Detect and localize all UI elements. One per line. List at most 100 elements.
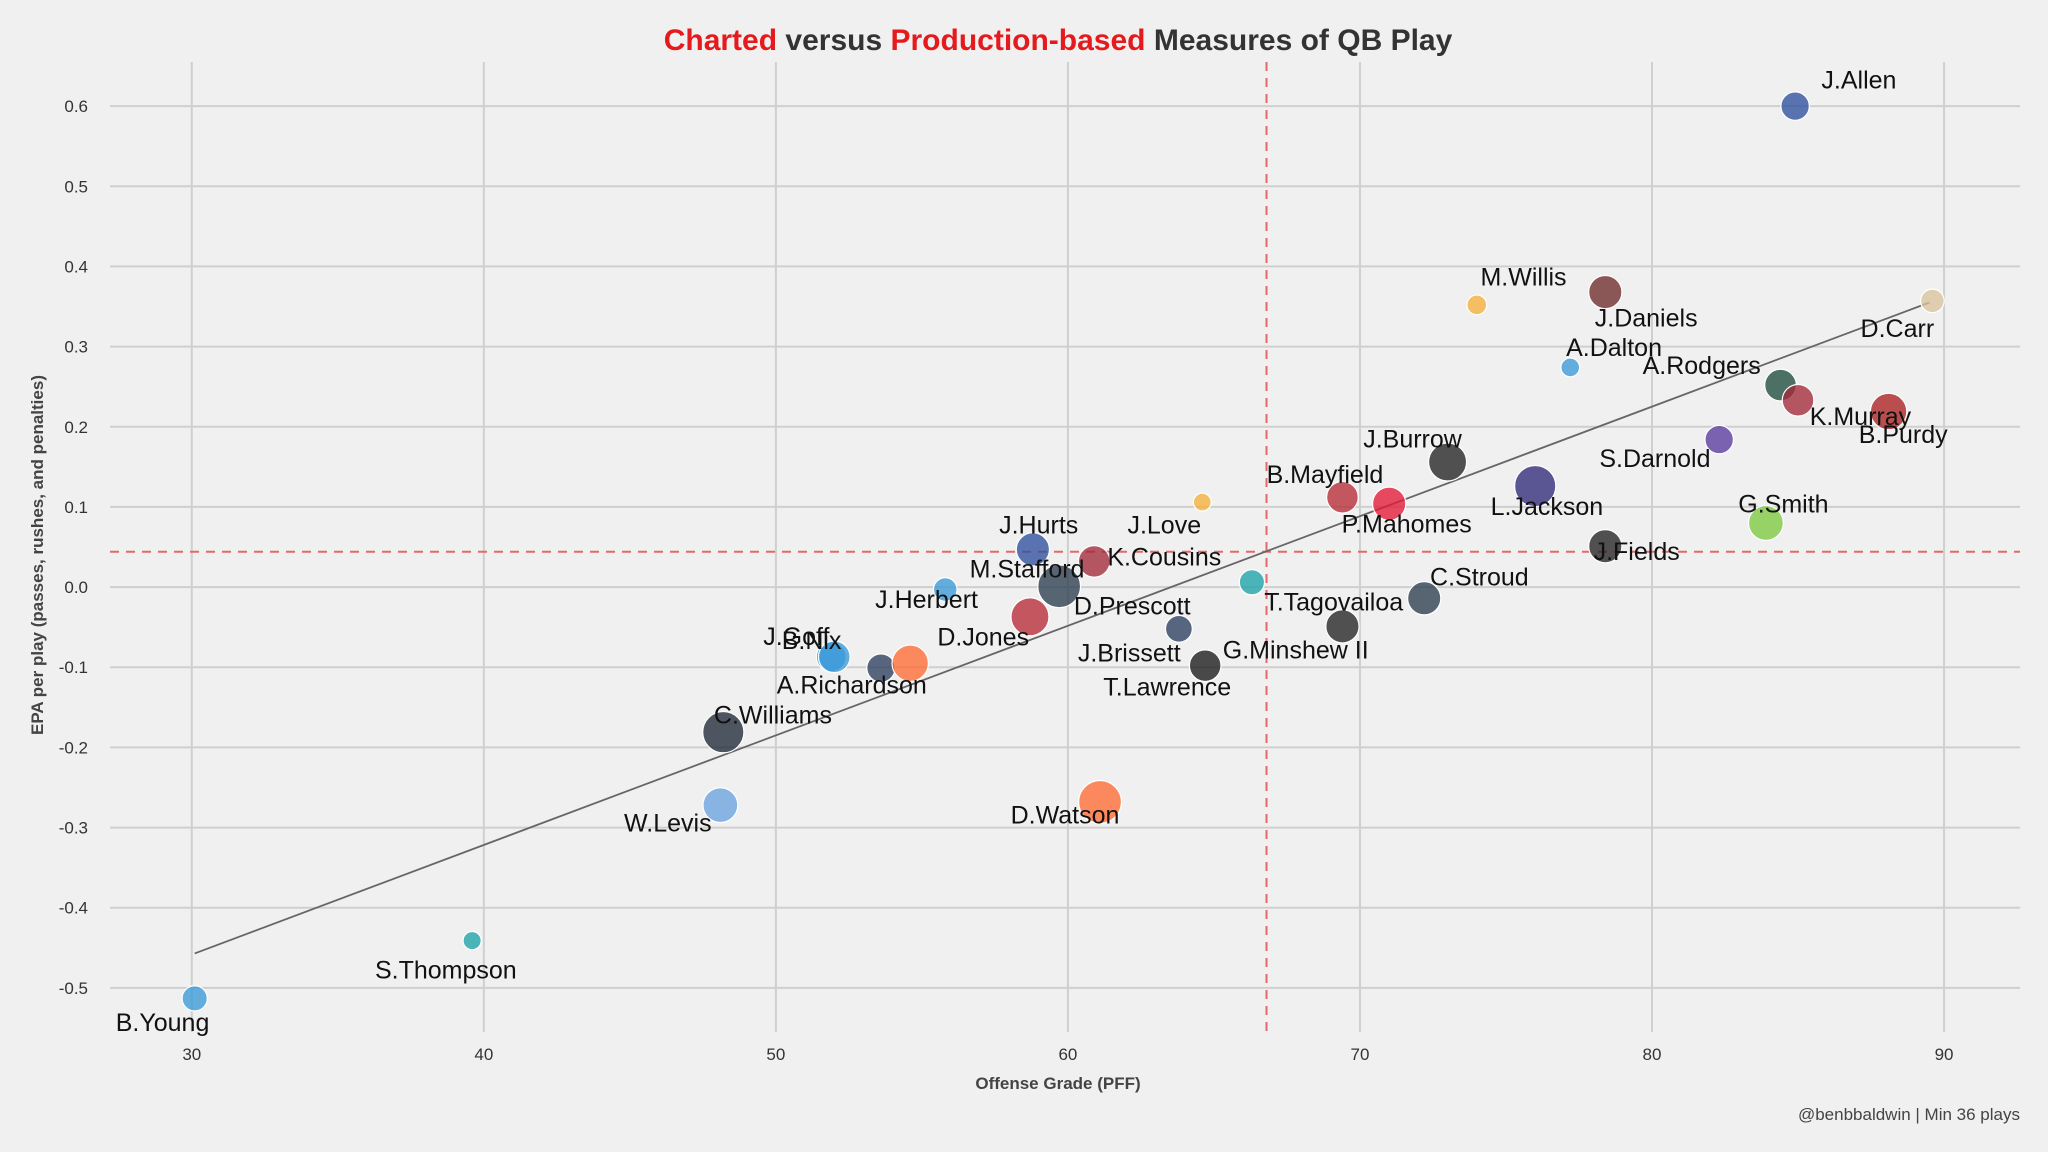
point-t-tagovailoa <box>1238 569 1266 596</box>
label-s-thompson: S.Thompson <box>375 956 517 984</box>
point-k-cousins <box>1077 545 1111 578</box>
point-m-willis <box>1466 294 1488 316</box>
label-l-jackson: L.Jackson <box>1491 493 1604 521</box>
x-tick-label: 70 <box>1351 1045 1370 1064</box>
y-tick-labels: -0.5 -0.4 -0.3 -0.2 -0.1 0.0 0.1 0.2 0.3 0.4 0.5 0.… <box>59 97 88 998</box>
x-axis-label: Offense Grade (PFF) <box>975 1074 1140 1093</box>
x-tick-labels: 30 40 50 60 70 80 90 <box>182 1045 1953 1064</box>
x-tick-label: 50 <box>766 1045 785 1064</box>
label-k-cousins: K.Cousins <box>1107 543 1221 571</box>
point-b-mayfield <box>1326 480 1359 514</box>
point-w-levis <box>702 787 739 824</box>
y-tick-label: 0.5 <box>64 177 88 196</box>
label-b-young: B.Young <box>116 1009 210 1037</box>
x-tick-label: 60 <box>1058 1045 1077 1064</box>
label-j-allen: J.Allen <box>1821 66 1896 94</box>
reference-lines <box>110 62 2020 1032</box>
label-m-stafford: M.Stafford <box>970 555 1085 583</box>
label-c-stroud: C.Stroud <box>1430 563 1529 591</box>
point-d-jones <box>1010 597 1050 637</box>
x-tick-label: 90 <box>1935 1045 1954 1064</box>
label-d-jones: D.Jones <box>937 624 1029 652</box>
point-j-goff <box>817 640 851 674</box>
data-points <box>181 91 1945 1012</box>
label-j-love: J.Love <box>1127 511 1201 539</box>
point-s-darnold <box>1704 424 1734 455</box>
label-d-carr: D.Carr <box>1861 315 1935 343</box>
label-p-mahomes: P.Mahomes <box>1342 511 1472 539</box>
label-d-prescott: D.Prescott <box>1074 592 1191 620</box>
y-tick-label: -0.5 <box>59 979 88 998</box>
trend-line <box>194 301 1930 955</box>
label-a-richardson: A.Richardson <box>777 672 927 700</box>
y-tick-label: 0.4 <box>64 257 88 276</box>
x-tick-label: 30 <box>182 1045 201 1064</box>
point-j-fields <box>1588 528 1623 564</box>
point-c-williams <box>702 710 745 754</box>
label-j-hurts: J.Hurts <box>999 511 1078 539</box>
title-part-3: Production-based <box>890 24 1145 57</box>
label-j-daniels: J.Daniels <box>1595 305 1698 333</box>
label-j-burrow: J.Burrow <box>1363 426 1463 454</box>
point-g-minshew-ii <box>1325 609 1360 644</box>
label-w-levis: W.Levis <box>624 810 712 838</box>
label-j-fields: J.Fields <box>1594 538 1680 566</box>
label-t-tagovailoa: T.Tagovailoa <box>1264 588 1403 616</box>
y-tick-label: 0.3 <box>64 338 88 357</box>
label-c-williams: C.Williams <box>714 701 832 729</box>
point-d-watson <box>1078 779 1123 824</box>
point-p-mahomes <box>1371 486 1407 521</box>
label-g-smith: G.Smith <box>1738 491 1828 519</box>
point-k-murray <box>1781 383 1815 417</box>
point-b-purdy <box>1869 392 1908 431</box>
label-b-mayfield: B.Mayfield <box>1267 461 1384 489</box>
point-j-love <box>1192 492 1212 512</box>
title-part-2: versus <box>777 24 890 57</box>
point-j-hurts <box>1015 532 1051 567</box>
point-j-allen <box>1780 91 1810 121</box>
point-s-thompson <box>462 930 482 951</box>
grid <box>110 62 2020 1032</box>
y-tick-label: -0.3 <box>59 819 88 838</box>
y-tick-label: -0.2 <box>59 738 88 757</box>
point-d-carr <box>1919 288 1945 314</box>
point-l-jackson <box>1513 464 1557 508</box>
label-g-minshew-ii: G.Minshew II <box>1223 636 1369 664</box>
point-a-richardson <box>891 644 930 683</box>
y-tick-label: 0.1 <box>64 498 88 517</box>
point-j-brissett <box>1164 614 1193 643</box>
y-tick-label: -0.1 <box>59 658 88 677</box>
label-t-lawrence: T.Lawrence <box>1103 673 1231 701</box>
label-a-dalton: A.Dalton <box>1566 334 1662 362</box>
point-m-stafford <box>932 577 958 602</box>
label-j-brissett: J.Brissett <box>1078 640 1181 668</box>
label-d-watson: D.Watson <box>1011 802 1120 830</box>
y-axis-label: EPA per play (passes, rushes, and penalt… <box>28 375 47 735</box>
x-tick-label: 40 <box>474 1045 493 1064</box>
label-m-willis: M.Willis <box>1480 264 1566 292</box>
y-tick-label: 0.2 <box>64 418 88 437</box>
chart-title: Charted versus Production-based Measures… <box>664 24 1453 57</box>
point-g-smith <box>1747 504 1784 541</box>
label-b-purdy: B.Purdy <box>1859 421 1948 449</box>
point-j-daniels <box>1588 274 1623 310</box>
label-a-rodgers: A.Rodgers <box>1643 352 1761 380</box>
label-b-nix: B.Nix <box>782 627 842 655</box>
y-tick-label: -0.4 <box>59 899 88 918</box>
point-t-lawrence <box>1188 649 1222 683</box>
label-k-murray: K.Murray <box>1810 403 1912 431</box>
label-j-goff: J.Goff <box>763 623 829 651</box>
title-part-4: Measures of QB Play <box>1146 24 1453 57</box>
y-tick-label: 0.6 <box>64 97 88 116</box>
label-j-herbert: J.Herbert <box>875 586 978 614</box>
point-j-burrow <box>1427 442 1468 482</box>
credit-note: @benbbaldwin | Min 36 plays <box>1798 1105 2020 1124</box>
point-c-stroud <box>1407 581 1442 616</box>
title-part-1: Charted <box>664 24 777 57</box>
point-d-prescott <box>1037 564 1082 609</box>
x-tick-label: 80 <box>1643 1045 1662 1064</box>
point-a-dalton <box>1560 357 1581 378</box>
